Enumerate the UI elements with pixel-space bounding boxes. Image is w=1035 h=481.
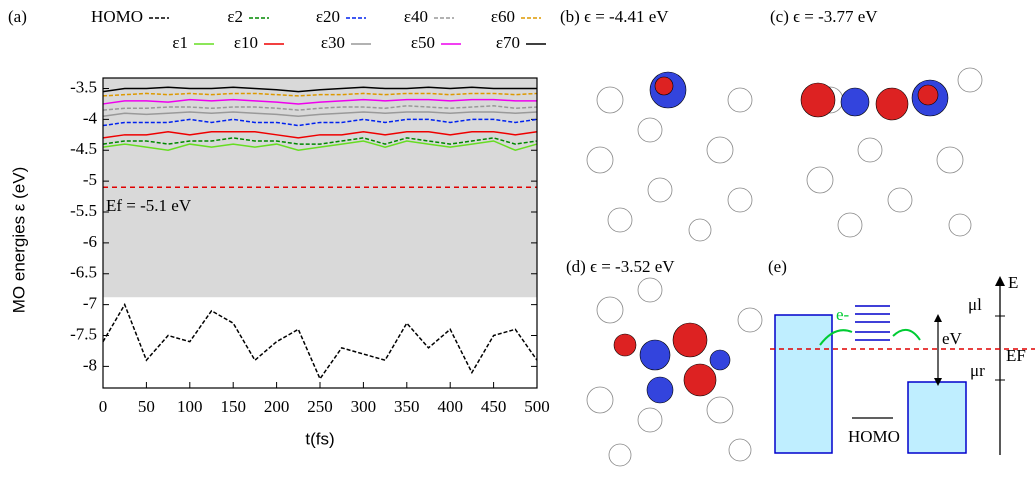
legend-label: ε30 [321,33,345,52]
x-tick-label: 450 [481,397,507,416]
diagram-label: μl [968,295,982,314]
x-tick-label: 350 [394,397,420,416]
legend-label: ε2 [227,7,243,26]
y-axis-label: MO energies ε (eV) [9,167,28,313]
legend-label: ε10 [234,33,258,52]
x-tick-label: 300 [351,397,377,416]
y-tick-label: -6.5 [70,263,97,282]
diagram-label: HOMO [848,427,900,446]
diagram-label: eV [942,329,963,348]
panel-label: (b) ϵ = -4.41 eV [560,7,669,26]
legend-label: ε20 [316,7,340,26]
legend-label: ε70 [496,33,520,52]
y-tick-label: -7 [83,294,98,313]
y-tick-label: -3.5 [70,77,97,96]
energy-diagram [770,276,1035,455]
y-tick-label: -5 [83,170,97,189]
series-line [102,111,538,118]
legend-label: ε1 [172,33,188,52]
x-tick-label: 400 [437,397,463,416]
y-tick-label: -5.5 [70,201,97,220]
series-line [102,302,538,381]
diagram-label: EF [1006,346,1026,365]
legend-label: ε40 [404,7,428,26]
diagram-label: e- [836,305,850,324]
x-axis-label: t(fs) [305,429,334,448]
y-tick-label: -8 [83,355,97,374]
panel-label: (a) [8,7,27,26]
series-line [102,140,538,152]
diagram-label: μr [970,361,985,380]
series-line [102,98,537,105]
series-line [102,137,538,145]
series-line [102,92,538,97]
legend-label: HOMO [91,7,143,26]
y-tick-label: -6 [83,232,97,251]
x-tick-label: 0 [99,397,108,416]
series-line [102,105,538,111]
plot-frame [102,77,538,389]
diagram-label: E [1008,273,1018,292]
y-tick-label: -7.5 [70,324,97,343]
legend-label: ε50 [411,33,435,52]
annotation: Ef = -5.1 eV [106,196,192,215]
series-line [102,86,537,93]
plot-area: Ef = -5.1 eV -8 -7.5 -7 -6.5 -6 -5.5 -5 -4.5 -4 -3… [70,77,550,416]
x-tick-label: 250 [307,397,333,416]
x-tick-label: 100 [177,397,203,416]
panel-label: (d) ϵ = -3.52 eV [566,257,675,276]
panel-label: (e) [768,257,787,276]
series-line [102,130,538,139]
y-tick-label: -4.5 [70,139,97,158]
series-line [102,118,538,127]
y-tick-label: -4 [83,108,98,127]
x-tick-label: 150 [220,397,246,416]
molecule-images [586,67,983,467]
x-tick-label: 200 [264,397,290,416]
panel-label: (c) ϵ = -3.77 eV [770,7,878,26]
x-tick-label: 50 [138,397,155,416]
legend-label: ε60 [491,7,515,26]
x-tick-label: 500 [524,397,550,416]
